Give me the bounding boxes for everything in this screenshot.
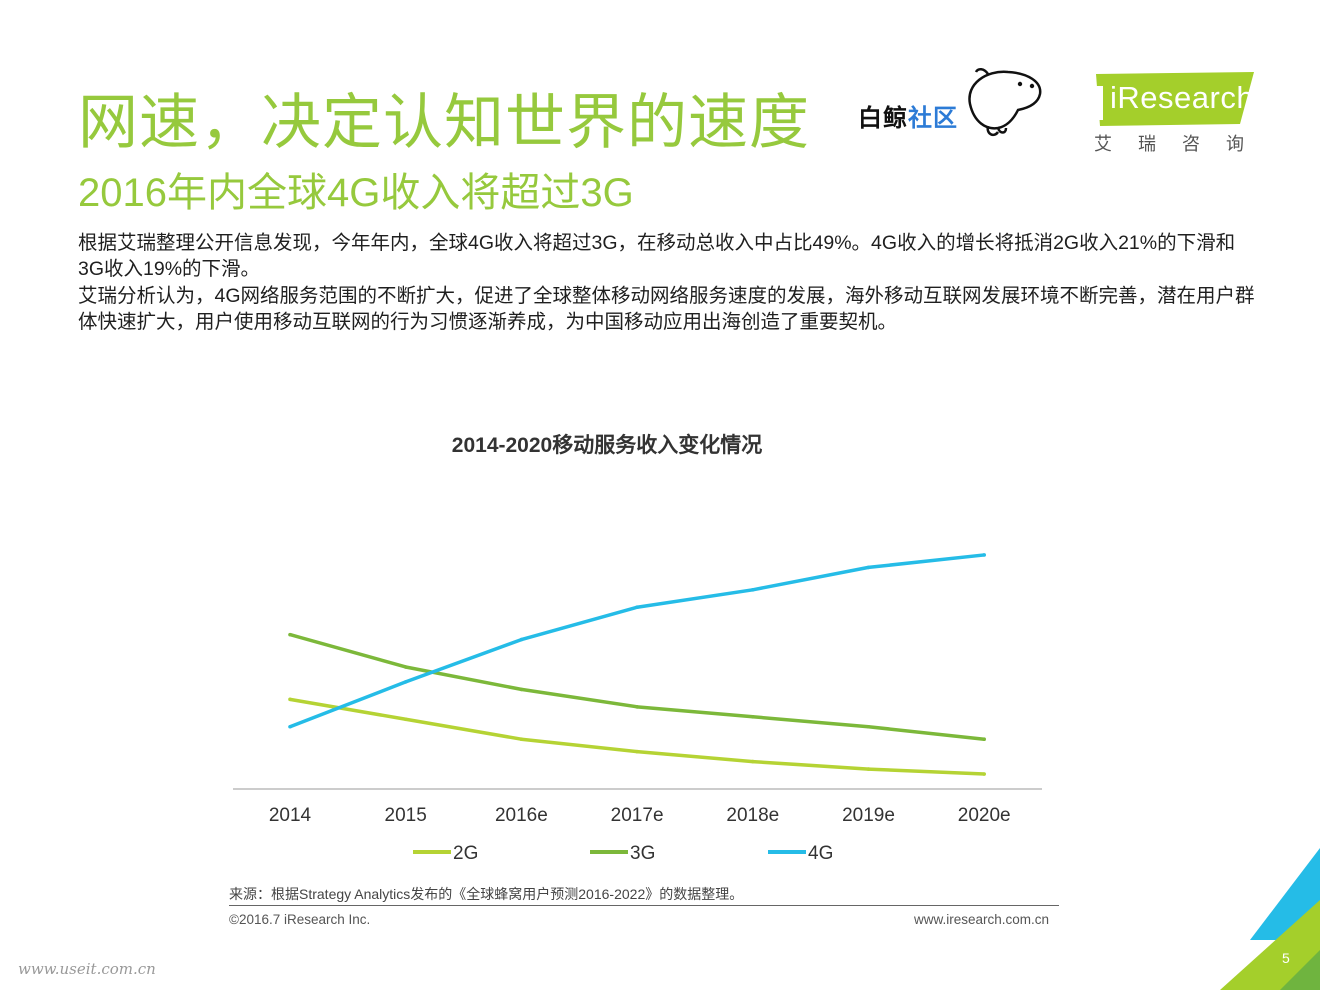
corner-decoration: [1220, 848, 1320, 990]
baijing-logo-text: 白鲸社区: [858, 105, 958, 132]
data-point-4g-2016e: [519, 637, 524, 642]
x-tick-label: 2019e: [842, 805, 895, 826]
data-point-2g-2020e: [982, 772, 986, 776]
data-point-3g-2019e: [866, 724, 871, 729]
iresearch-logo: iResearch: [1090, 70, 1260, 160]
data-point-2g-2016e: [519, 737, 524, 741]
data-point-2g-2015: [403, 717, 408, 722]
legend-label-3g: 3G: [630, 843, 655, 864]
body-paragraph-1: 根据艾瑞整理公开信息发现，今年年内，全球4G收入将超过3G，在移动总收入中占比4…: [78, 232, 1236, 280]
data-source-note: 来源：根据Strategy Analytics发布的《全球蜂窝用户预测2016-…: [229, 886, 744, 902]
body-paragraph-2: 艾瑞分析认为，4G网络服务范围的不断扩大，促进了全球整体移动网络服务速度的发展，…: [78, 285, 1255, 333]
data-point-3g-2014: [288, 632, 292, 637]
x-tick-label: 2017e: [611, 805, 664, 826]
data-point-2g-2019e: [866, 767, 871, 771]
series-line-4g: [289, 553, 985, 729]
x-tick-label: 2016e: [495, 805, 548, 826]
data-point-4g-2019e: [866, 565, 871, 570]
data-point-2g-2018e: [751, 759, 755, 764]
watermark-text: www.useit.com.cn: [18, 960, 156, 978]
data-point-3g-2016e: [519, 687, 524, 692]
data-point-3g-2015: [403, 665, 408, 669]
page-subtitle: 2016年内全球4G收入将超过3G: [78, 171, 634, 215]
legend-label-2g: 2G: [453, 843, 478, 864]
data-point-2g-2014: [288, 697, 292, 702]
series-line-2g: [289, 697, 985, 776]
website-link[interactable]: www.iresearch.com.cn: [914, 912, 1050, 927]
x-tick-label: 2020e: [958, 805, 1011, 826]
page-number: 5: [1282, 950, 1290, 966]
x-tick-label: 2018e: [726, 805, 779, 826]
data-point-2g-2017e: [635, 749, 639, 754]
x-tick-label: 2014: [269, 805, 312, 826]
data-point-4g-2015: [403, 680, 408, 684]
iresearch-logo-en: iResearch: [1110, 80, 1255, 115]
whale-icon: [968, 68, 1042, 137]
iresearch-logo-cn: 艾瑞咨询: [1094, 134, 1270, 154]
data-point-3g-2018e: [751, 714, 755, 719]
legend-label-4g: 4G: [808, 843, 833, 864]
baijing-logo: 白鲸社区: [858, 62, 1048, 142]
footer-divider: [229, 905, 1059, 906]
copyright-text: ©2016.7 iResearch Inc.: [229, 912, 371, 927]
data-point-4g-2018e: [751, 588, 755, 592]
x-tick-label: 2015: [385, 805, 427, 826]
page-title: 网速，决定认知世界的速度: [78, 89, 810, 156]
data-point-3g-2020e: [982, 737, 986, 741]
data-point-4g-2020e: [982, 553, 986, 557]
data-point-4g-2017e: [635, 605, 639, 610]
data-point-4g-2014: [288, 724, 292, 729]
data-point-3g-2017e: [635, 705, 639, 709]
chart-title: 2014-2020移动服务收入变化情况: [452, 433, 762, 457]
